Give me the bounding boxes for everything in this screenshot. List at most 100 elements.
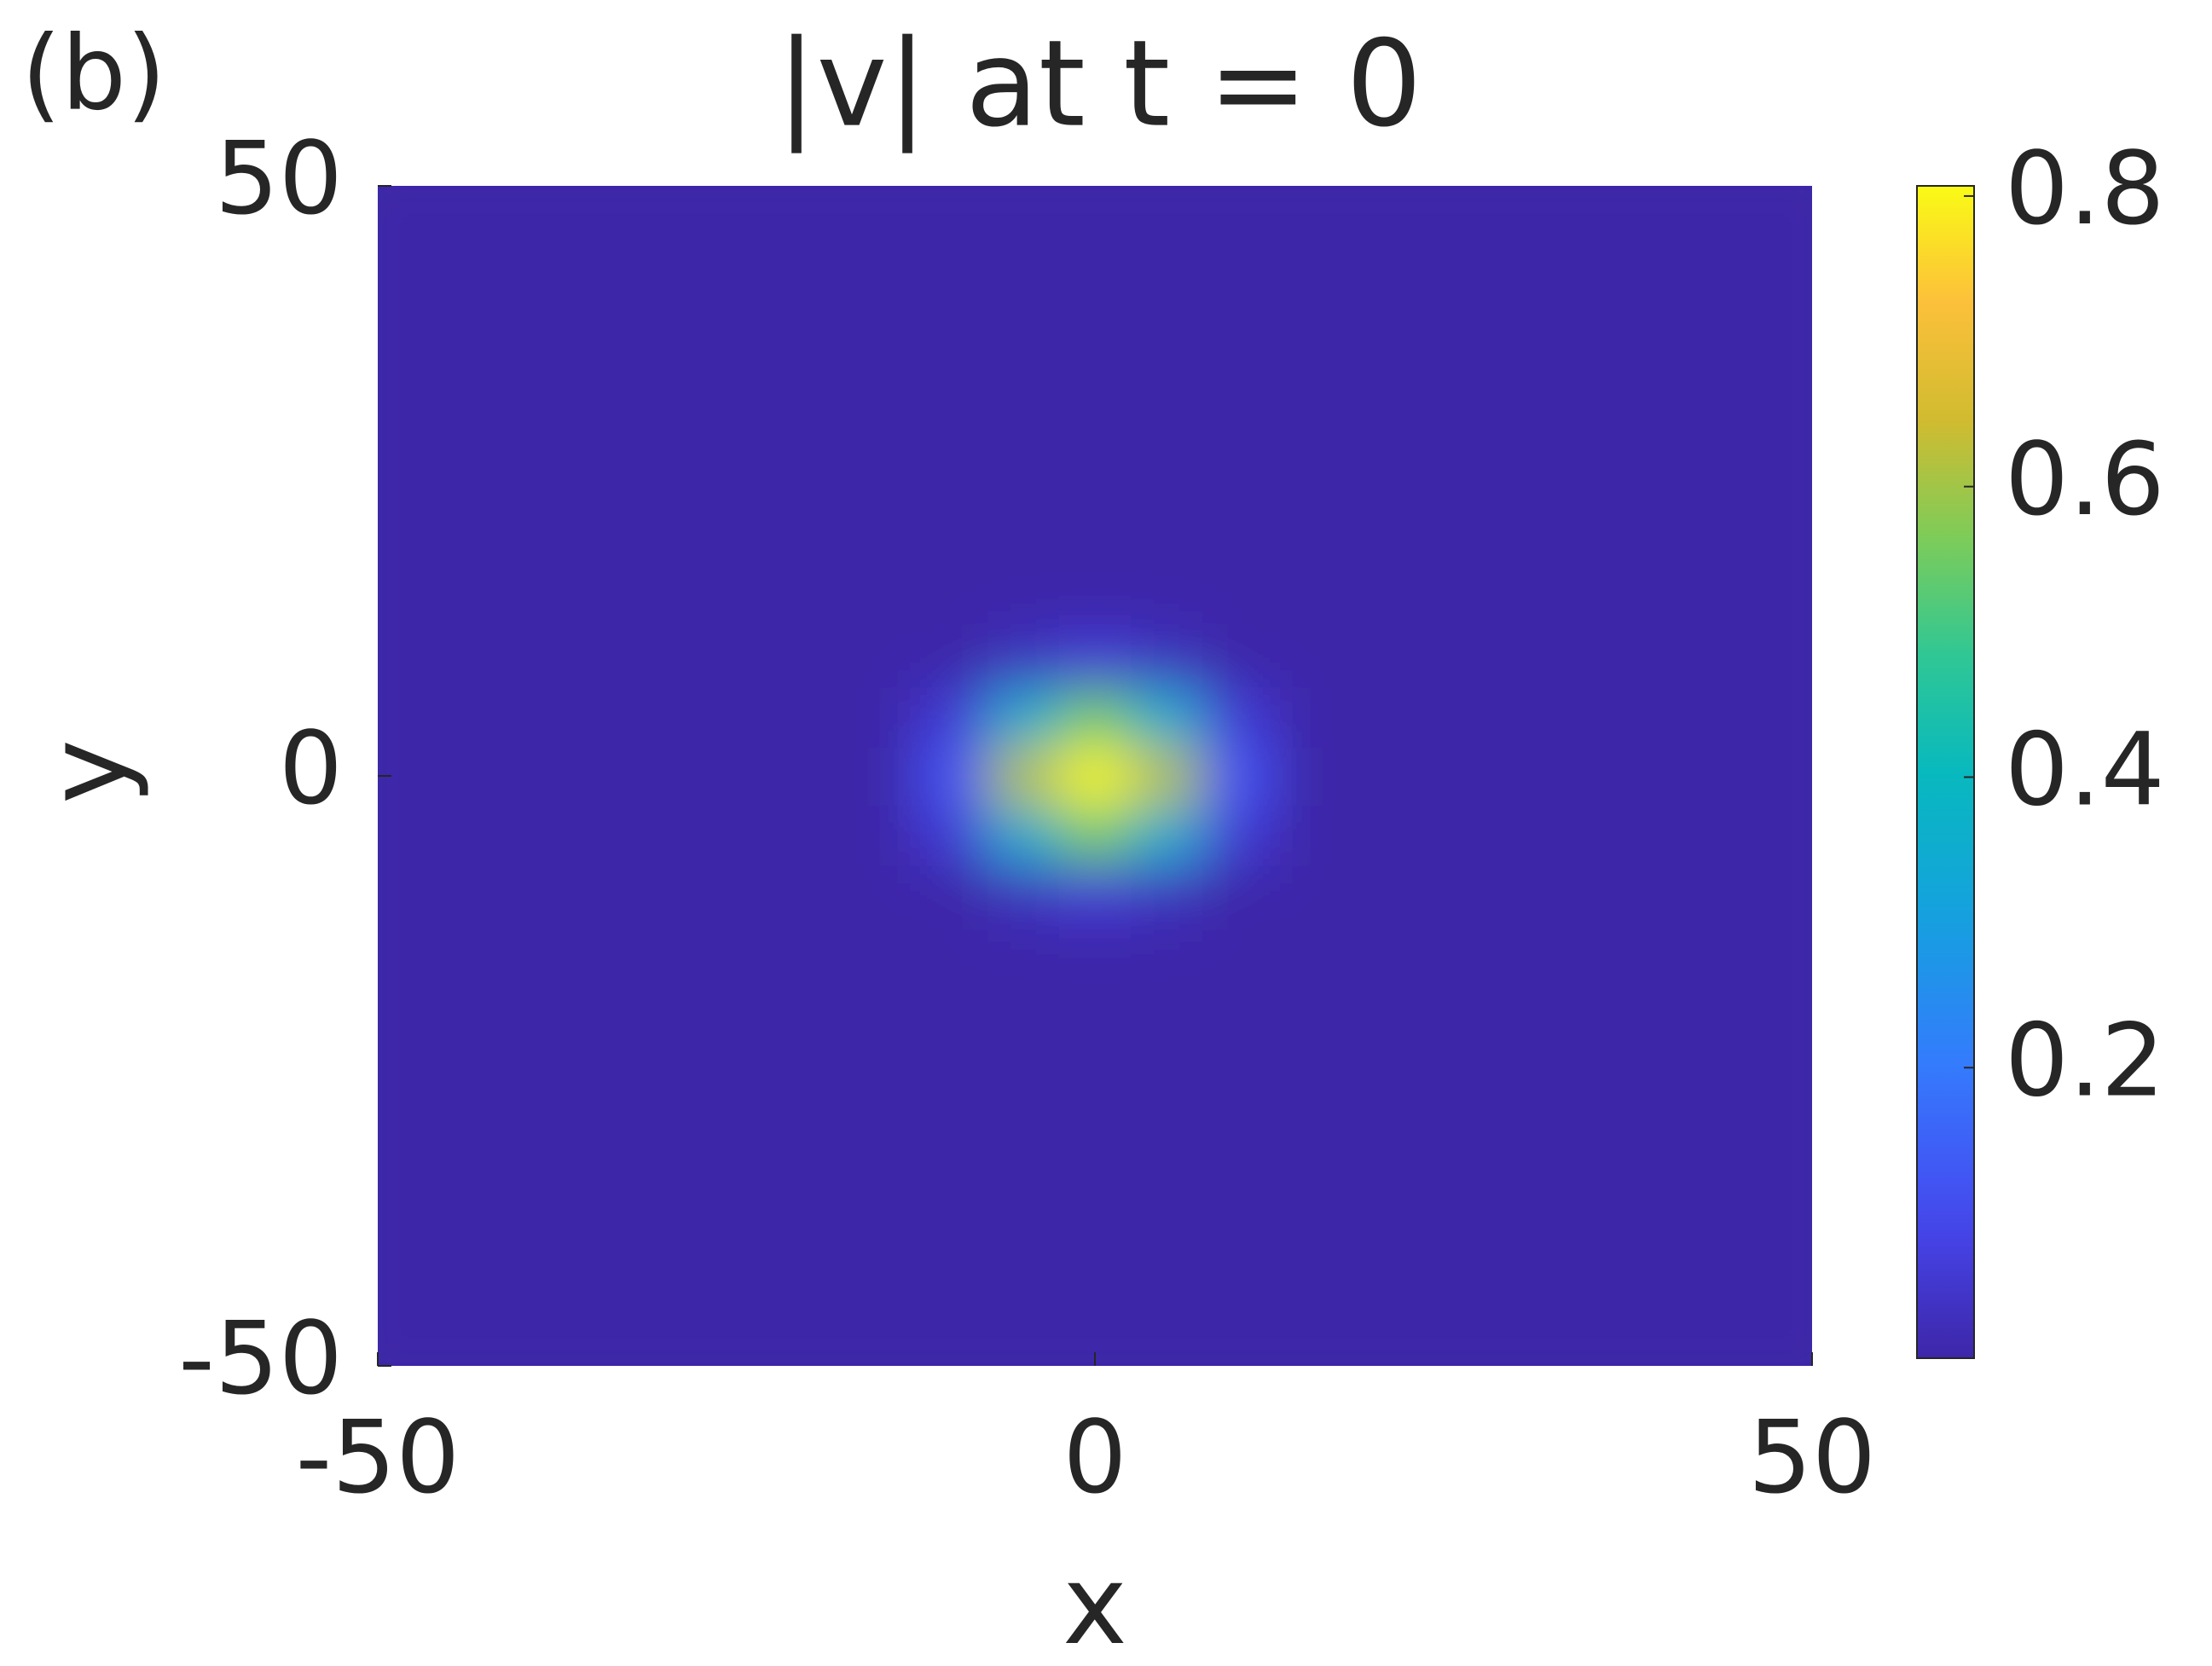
heatmap-cell	[1561, 1100, 1634, 1160]
heatmap-cell	[1489, 1336, 1562, 1366]
heatmap-cell	[1058, 1336, 1132, 1366]
heatmap-cell	[772, 1159, 845, 1219]
heatmap-cell	[628, 746, 702, 807]
heatmap-cell	[1417, 628, 1491, 689]
heatmap-cell	[557, 805, 630, 865]
heatmap-cell	[1417, 569, 1491, 629]
heatmap-cell	[700, 1277, 773, 1338]
heatmap-cell	[915, 864, 988, 924]
heatmap-cell	[1417, 805, 1491, 865]
heatmap-cell	[1202, 274, 1276, 334]
heatmap-cell	[987, 687, 1060, 748]
heatmap-cell	[1058, 215, 1132, 275]
y-tick-label: -50	[178, 1299, 343, 1417]
heatmap-cell	[1131, 510, 1204, 570]
panel-label: (b)	[21, 15, 166, 134]
heatmap-cell	[628, 274, 702, 334]
heatmap-cell	[1417, 1218, 1491, 1279]
heatmap-cell	[1058, 864, 1132, 924]
heatmap-cell	[843, 333, 917, 394]
heatmap-cell	[1775, 923, 1812, 984]
heatmap-cell	[1489, 215, 1562, 275]
heatmap-cell	[1561, 1218, 1634, 1279]
heatmap-cell	[1417, 215, 1491, 275]
heatmap-cell	[557, 746, 630, 807]
heatmap-cell	[1632, 982, 1705, 1043]
heatmap	[378, 186, 1812, 1366]
heatmap-cell	[378, 1336, 415, 1366]
heatmap-cell	[1561, 687, 1634, 748]
heatmap-cell	[843, 805, 917, 865]
heatmap-cell	[1561, 628, 1634, 689]
heatmap-cell	[1346, 1218, 1419, 1279]
heatmap-cell	[772, 923, 845, 984]
heatmap-cell	[378, 982, 415, 1043]
heatmap-cell	[843, 569, 917, 629]
heatmap-cell	[987, 274, 1060, 334]
heatmap-cell	[1775, 628, 1812, 689]
heatmap-cell	[1704, 569, 1777, 629]
heatmap-cell	[1131, 274, 1204, 334]
heatmap-cell	[1058, 392, 1132, 453]
heatmap-cell	[1775, 982, 1812, 1043]
heatmap-cell	[915, 451, 988, 512]
heatmap-cell	[557, 186, 630, 217]
heatmap-cell	[485, 1218, 559, 1279]
heatmap-cell	[1346, 864, 1419, 924]
heatmap-cell	[628, 1336, 702, 1366]
heatmap-cell	[1058, 1041, 1132, 1102]
colorbar-tick-label: 0.8	[2005, 130, 2165, 247]
heatmap-cell	[843, 1218, 917, 1279]
heatmap-cell	[700, 510, 773, 570]
heatmap-cell	[915, 215, 988, 275]
heatmap-cell	[1202, 392, 1276, 453]
heatmap-cell	[1489, 982, 1562, 1043]
heatmap-cell	[1489, 569, 1562, 629]
heatmap-cell	[1775, 215, 1812, 275]
heatmap-cell	[628, 510, 702, 570]
heatmap-cell	[485, 392, 559, 453]
heatmap-cell	[1489, 510, 1562, 570]
heatmap-cell	[1561, 982, 1634, 1043]
heatmap-cell	[1775, 1336, 1812, 1366]
heatmap-cell	[485, 687, 559, 748]
y-tick-label: 50	[215, 119, 343, 237]
heatmap-cell	[1274, 1218, 1347, 1279]
heatmap-cell	[414, 746, 487, 807]
heatmap-cell	[1346, 923, 1419, 984]
heatmap-cell	[1632, 923, 1705, 984]
heatmap-cell	[1417, 186, 1491, 217]
heatmap-cell	[1632, 1100, 1705, 1160]
heatmap-cell	[915, 1100, 988, 1160]
heatmap-cells	[378, 186, 1812, 1366]
heatmap-cell	[700, 746, 773, 807]
heatmap-cell	[700, 1041, 773, 1102]
heatmap-cell	[1417, 982, 1491, 1043]
heatmap-cell	[485, 864, 559, 924]
heatmap-cell	[1704, 982, 1777, 1043]
heatmap-cell	[1274, 805, 1347, 865]
heatmap-cell	[1131, 864, 1204, 924]
heatmap-cell	[843, 1159, 917, 1219]
heatmap-cell	[1775, 687, 1812, 748]
y-axis-label: y	[25, 739, 152, 804]
heatmap-cell	[1417, 510, 1491, 570]
heatmap-cell	[378, 1041, 415, 1102]
heatmap-cell	[1489, 805, 1562, 865]
heatmap-cell	[987, 1100, 1060, 1160]
heatmap-cell	[1274, 864, 1347, 924]
heatmap-cell	[1202, 982, 1276, 1043]
heatmap-cell	[1704, 274, 1777, 334]
heatmap-cell	[700, 923, 773, 984]
heatmap-cell	[378, 628, 415, 689]
heatmap-cell	[1274, 1041, 1347, 1102]
heatmap-cell	[915, 510, 988, 570]
heatmap-cell	[628, 923, 702, 984]
heatmap-cell	[1775, 805, 1812, 865]
heatmap-cell	[557, 510, 630, 570]
heatmap-cell	[557, 864, 630, 924]
colorbar	[1916, 185, 1975, 1359]
heatmap-cell	[1346, 687, 1419, 748]
heatmap-cell	[1704, 392, 1777, 453]
